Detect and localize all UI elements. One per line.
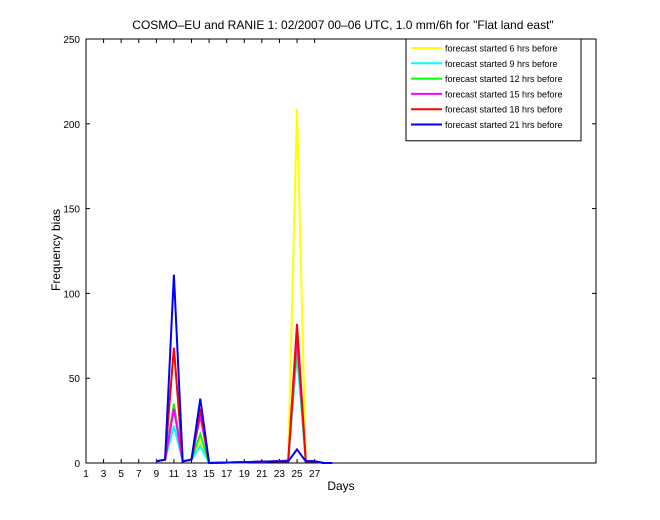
x-tick-label: 7 bbox=[136, 469, 142, 480]
legend-label: forecast started 12 hrs before bbox=[445, 74, 563, 84]
x-tick-label: 1 bbox=[83, 469, 89, 480]
x-axis-label: Days bbox=[327, 479, 354, 493]
legend-label: forecast started 21 hrs before bbox=[445, 120, 563, 130]
x-tick-label: 23 bbox=[274, 469, 286, 480]
y-tick-label: 200 bbox=[63, 120, 80, 131]
series-line bbox=[156, 274, 333, 465]
x-tick-label: 27 bbox=[309, 469, 321, 480]
legend-label: forecast started 15 hrs before bbox=[445, 89, 563, 99]
y-tick-label: 150 bbox=[63, 205, 80, 216]
x-tick-label: 3 bbox=[101, 469, 107, 480]
y-tick-label: 250 bbox=[63, 35, 80, 46]
legend-label: forecast started 9 hrs before bbox=[445, 59, 558, 69]
chart-title: COSMO–EU and RANIE 1: 02/2007 00–06 UTC,… bbox=[132, 18, 553, 32]
legend-label: forecast started 18 hrs before bbox=[445, 105, 563, 115]
x-tick-label: 15 bbox=[204, 469, 216, 480]
plot-frame bbox=[85, 38, 597, 464]
x-tick-label: 11 bbox=[169, 469, 180, 480]
x-tick-label: 25 bbox=[291, 469, 303, 480]
x-tick-label: 19 bbox=[239, 469, 251, 480]
x-tick-label: 5 bbox=[118, 469, 124, 480]
x-tick-label: 9 bbox=[154, 469, 160, 480]
legend-label: forecast started 6 hrs before bbox=[445, 44, 558, 54]
x-tick-label: 21 bbox=[256, 469, 268, 480]
legend: forecast started 6 hrs before forecast st… bbox=[405, 38, 582, 142]
y-axis-label: Frequency bias bbox=[49, 209, 63, 291]
x-tick-label: 13 bbox=[186, 469, 198, 480]
y-tick-label: 100 bbox=[63, 289, 80, 300]
x-tick-label: 17 bbox=[221, 469, 233, 480]
y-tick-label: 50 bbox=[69, 374, 81, 385]
y-tick-label: 0 bbox=[74, 459, 80, 470]
series-line bbox=[156, 108, 333, 465]
series-lines bbox=[156, 108, 333, 465]
